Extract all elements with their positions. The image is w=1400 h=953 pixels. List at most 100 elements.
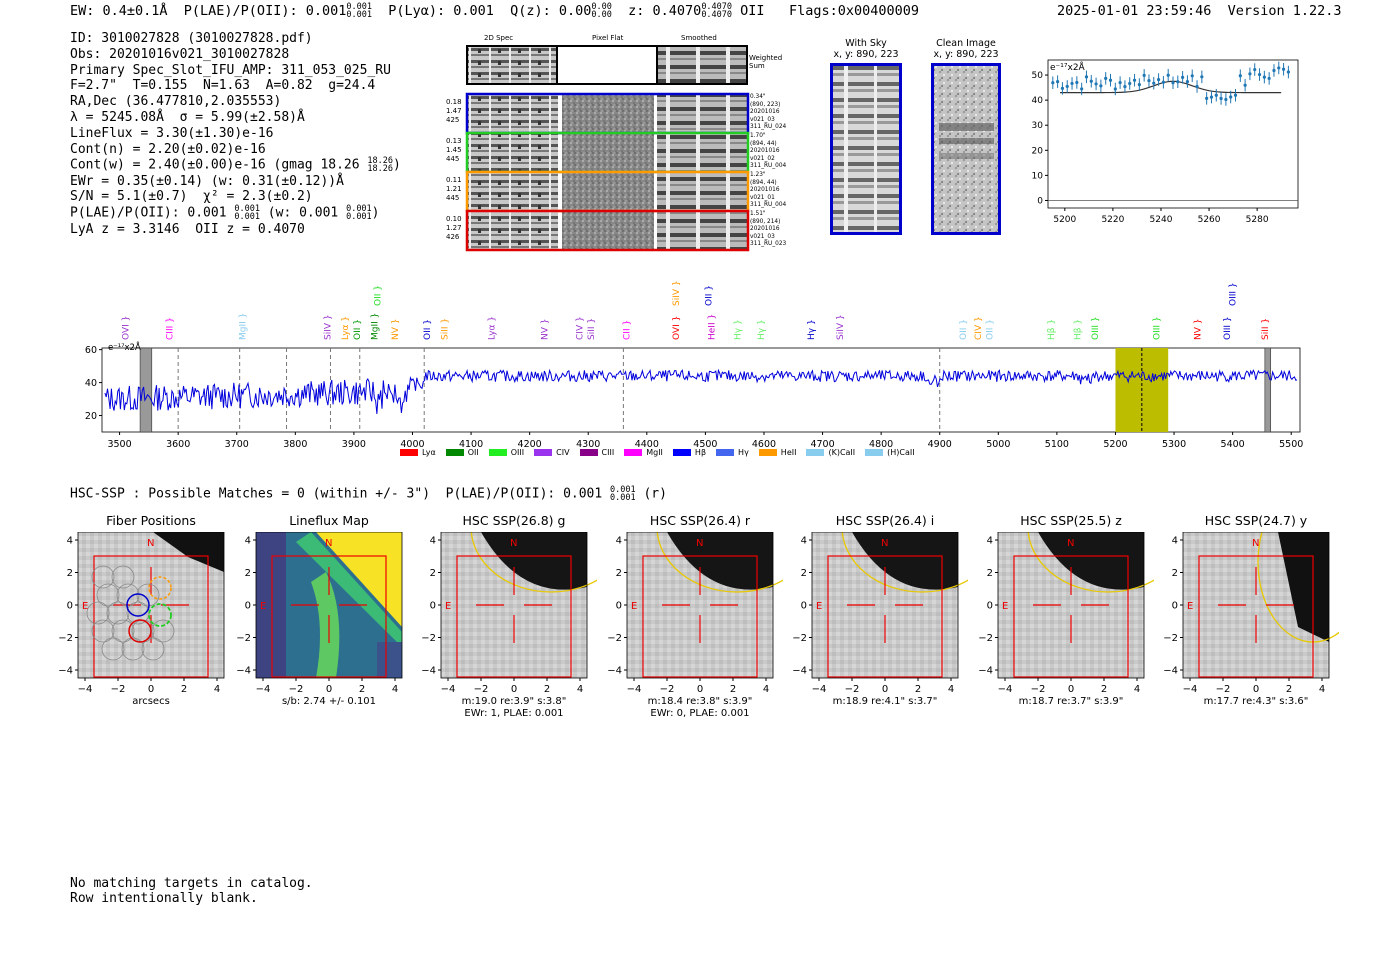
line-id-label: OII } [959,319,969,340]
aperture-ellipse [470,532,597,593]
spectrum-xtick: 3800 [283,439,307,448]
cutout-row [465,209,750,252]
svg-text:OIII }: OIII } [1091,316,1101,340]
zoom-data-point [1075,80,1079,85]
svg-text:OVI }: OVI } [121,316,131,340]
panel-ytick: 2 [245,568,251,579]
svg-text:HeII }: HeII } [707,314,717,340]
hsc-summary: HSC-SSP : Possible Matches = 0 (within +… [70,485,667,503]
line-id-label: CIV } [974,316,984,340]
east-label: E [260,601,266,612]
line-id-label: Hγ } [757,319,767,340]
panel-xtick: 4 [577,684,583,695]
zoom-data-point [1080,87,1084,91]
legend-label: Lyα [422,448,436,457]
fiber-circle [96,583,120,607]
legend-item: HeII [758,448,796,457]
line-id-label: MgII } [239,313,249,340]
legend-label: MgII [646,448,663,457]
panel-ytick: 0 [1172,601,1178,612]
zoom-data-point [1281,67,1286,71]
north-label: N [147,538,154,549]
panel-xtick: −2 [660,684,675,695]
zoom-ytick: 50 [1032,71,1044,81]
svg-text:MgII }: MgII } [239,313,249,340]
panel-xtick: −4 [998,684,1013,695]
svg-text:OII }: OII } [373,285,383,306]
masked-region [1264,347,1272,433]
zoom-xtick: 5260 [1198,215,1221,225]
panel-ytick: −4 [792,666,807,677]
line-id-label: Lyα } [488,316,498,340]
fiber-circle [111,619,135,643]
svg-text:Lyα }: Lyα } [488,316,498,340]
cutout-row-meta: 0.34" (890, 223) 20201016 v021_03 311_RU_024 [750,94,787,130]
panel-xtick: −2 [474,684,489,695]
zoom-data-point [1051,81,1055,85]
zoom-data-point [1248,72,1252,76]
svg-text:OII }: OII } [986,319,996,340]
fiber-primary [126,593,150,617]
zoom-ytick: 40 [1032,96,1044,106]
info-contw: Cont(w) = 2.40(±0.00)e-16 (gmag 18.26 18… [70,156,401,175]
svg-text:SiIV }: SiIV } [672,280,682,306]
fiber-circle [116,583,140,607]
cutout-header-2dspec: 2D Spec [484,34,514,42]
panel-ytick: 2 [67,568,73,579]
east-label: E [1002,601,1008,612]
fiber-circle [136,583,160,607]
cutout-row-meta: 1.51" (890, 214) 20201016 v021_03 311_RU_023 [750,211,787,247]
spectrum-xtick: 4300 [576,439,600,448]
weighted-sum-label: Weighted Sum [749,54,783,70]
panel-image: N E −4 −2 0 2 4 4 2 0 −2 −4 [58,532,225,695]
zoom-data-point [1132,78,1137,82]
panel-ytick: −2 [978,633,993,644]
panel-title: HSC SSP(26.4) i [835,513,935,528]
line-id-label: OIII } [1152,316,1162,340]
panel-xtick: 0 [148,684,154,695]
zoom-data-point [1056,80,1060,84]
panel-xtick: 4 [948,684,954,695]
spectrum-xtick: 4100 [459,439,483,448]
panel-caption: m:17.7 re:4.3" s:3.6" [1203,696,1309,707]
zoom-data-point [1142,73,1146,77]
panel-title: Fiber Positions [106,513,196,528]
legend-swatch [806,449,825,456]
fiber-circle [141,637,165,661]
panel-xtick: 0 [1253,684,1259,695]
cutout-row-stats: 0.11 1.21 445 [446,176,462,202]
legend-swatch [672,449,691,456]
info-lambda: λ = 5245.08Å σ = 5.99(±2.58)Å [70,109,305,125]
panel-xtick: 2 [181,684,187,695]
zoom-data-point [1233,93,1238,97]
info-obs: Obs: 20201016v021_3010027828 [70,46,290,62]
header-datetime: 2025-01-01 23:59:46 Version 1.22.3 [1057,3,1342,19]
info-radec: RA,Dec (36.477810,2.035553) [70,94,282,110]
svg-text:OIII }: OIII } [1223,316,1233,340]
fiber-red [128,619,152,643]
line-id-label: NV } [540,319,550,340]
panel-ytick: 0 [616,601,622,612]
zoom-data-point [1104,76,1108,80]
spectrum-xtick: 5000 [986,439,1010,448]
line-id-label: CII } [622,320,632,340]
aperture-ellipse [656,532,783,593]
east-label: E [631,601,637,612]
spectrum-xtick: 5100 [1045,439,1069,448]
spectrum-xtick: 4400 [635,439,659,448]
panel-xtick: −4 [1183,684,1198,695]
panel-title: HSC SSP(26.8) g [462,513,566,528]
panel-ytick: −2 [236,633,251,644]
footer-note: No matching targets in catalog. Row inten… [70,876,313,906]
zoom-data-point [1084,75,1089,79]
panel-image: N E −4 −2 0 2 4 4 2 0 −2 −4 [236,532,403,695]
panel-xtick: 2 [544,684,550,695]
line-id-label: SiII } [1261,318,1271,340]
legend-item: Hγ [716,448,749,457]
svg-text:Hγ }: Hγ } [807,319,817,340]
north-label: N [1067,538,1074,549]
panel-xtick: 0 [697,684,703,695]
panel-xtick: 2 [1101,684,1107,695]
svg-text:OVI }: OVI } [672,316,682,340]
panel-caption: s/b: 2.74 +/- 0.101 [281,696,377,707]
